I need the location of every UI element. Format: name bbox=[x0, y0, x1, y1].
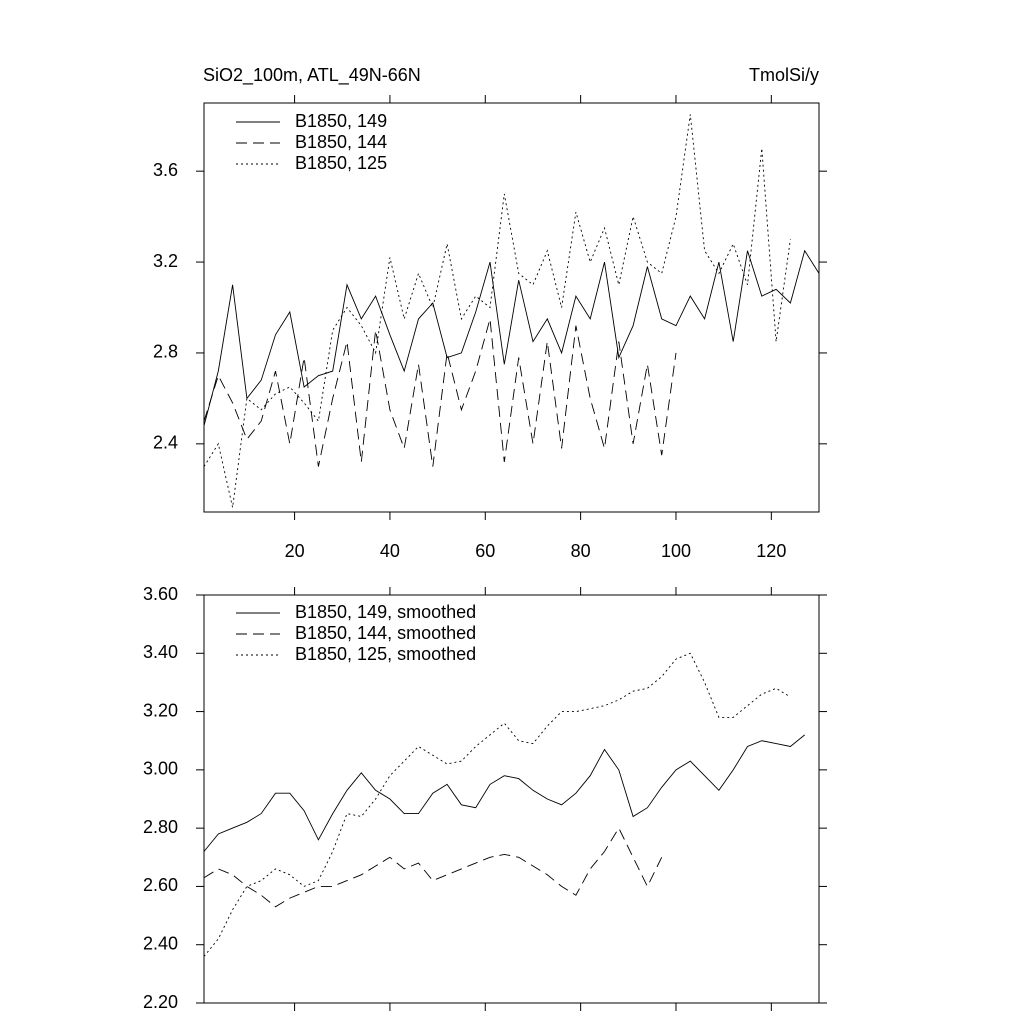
y-tick-label: 2.40 bbox=[143, 933, 178, 953]
y-tick-label: 2.20 bbox=[143, 992, 178, 1012]
series-line bbox=[203, 114, 791, 508]
x-tick-label: 60 bbox=[475, 541, 495, 561]
x-tick-label: 120 bbox=[756, 541, 786, 561]
chart-title: SiO2_100m, ATL_49N-66N bbox=[203, 65, 421, 86]
y-tick-label: 3.2 bbox=[153, 251, 178, 271]
y-tick-label: 3.40 bbox=[143, 642, 178, 662]
x-tick-label: 80 bbox=[571, 541, 591, 561]
series-line bbox=[203, 318, 677, 467]
y-tick-label: 2.8 bbox=[153, 342, 178, 362]
plot-frame bbox=[203, 102, 820, 513]
series-line bbox=[203, 652, 791, 957]
series-line bbox=[203, 734, 805, 852]
legend-label: B1850, 149 bbox=[295, 111, 387, 131]
legend-label: B1850, 125 bbox=[295, 153, 387, 173]
legend-label: B1850, 125, smoothed bbox=[295, 644, 476, 664]
y-tick-label: 3.6 bbox=[153, 160, 178, 180]
x-tick-label: 100 bbox=[661, 541, 691, 561]
plot-frame bbox=[203, 594, 820, 1004]
y-tick-label: 2.60 bbox=[143, 875, 178, 895]
x-tick-label: 20 bbox=[285, 541, 305, 561]
series-line bbox=[203, 249, 820, 426]
y-tick-label: 2.80 bbox=[143, 817, 178, 837]
y-tick-label: 3.00 bbox=[143, 759, 178, 779]
y-tick-label: 3.60 bbox=[143, 584, 178, 604]
y-tick-label: 3.20 bbox=[143, 700, 178, 720]
legend-label: B1850, 149, smoothed bbox=[295, 602, 476, 622]
series-line bbox=[203, 827, 663, 908]
legend-label: B1850, 144, smoothed bbox=[295, 623, 476, 643]
y-tick-label: 2.4 bbox=[153, 433, 178, 453]
legend-label: B1850, 144 bbox=[295, 132, 387, 152]
units-title: TmolSi/y bbox=[749, 65, 819, 85]
x-tick-label: 40 bbox=[380, 541, 400, 561]
